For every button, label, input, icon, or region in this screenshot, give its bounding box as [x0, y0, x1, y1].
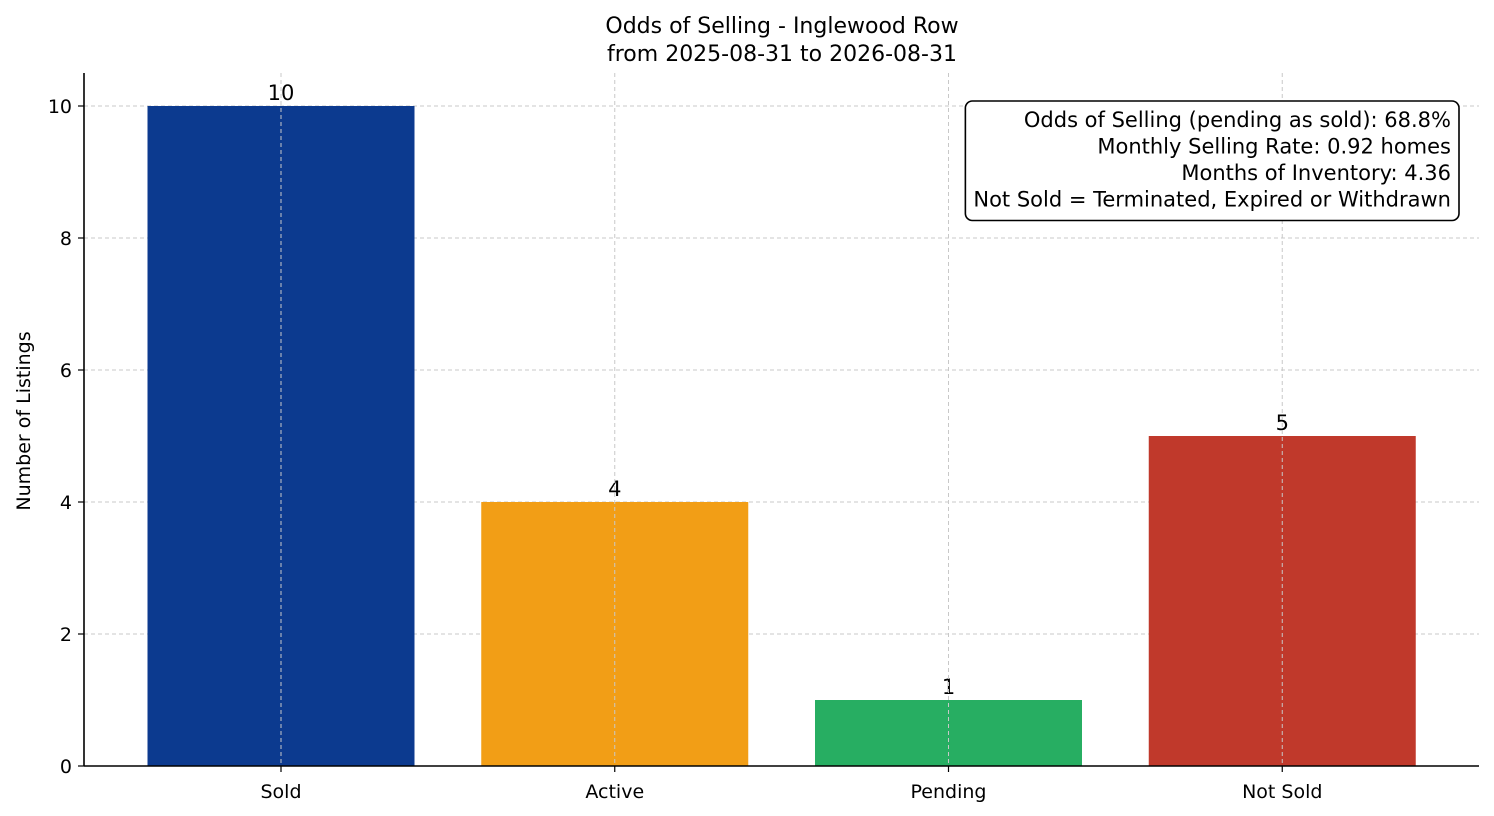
chart-subtitle: from 2025-08-31 to 2026-08-31	[607, 42, 957, 67]
bar-sold	[147, 106, 415, 766]
y-tick-label: 2	[60, 624, 72, 646]
axes: 0 2 4 6 8 10 Sold Active Pending Not Sold	[48, 73, 1479, 803]
x-tick-label: Active	[585, 781, 644, 803]
y-axis-label: Number of Listings	[13, 331, 35, 510]
annotation-line: Months of Inventory: 4.36	[1181, 161, 1451, 185]
y-tick-label: 6	[60, 360, 72, 382]
data-label: 1	[942, 675, 955, 699]
annotation-line: Monthly Selling Rate: 0.92 homes	[1097, 135, 1451, 159]
annotation-box: Odds of Selling (pending as sold): 68.8%…	[964, 100, 1460, 222]
annotation-line: Not Sold = Terminated, Expired or Withdr…	[973, 188, 1451, 212]
annotation-line: Odds of Selling (pending as sold): 68.8%	[1024, 108, 1451, 132]
y-tick-label: 4	[60, 492, 72, 514]
x-tick-label: Not Sold	[1242, 781, 1322, 803]
x-tick-label: Sold	[260, 781, 301, 803]
chart-title: Odds of Selling - Inglewood Row	[605, 14, 958, 39]
y-tick-label: 10	[48, 96, 72, 118]
y-tick-label: 0	[60, 756, 72, 778]
x-tick-label: Pending	[911, 781, 987, 803]
annotation-frame	[964, 100, 1460, 222]
y-tick-label: 8	[60, 228, 72, 250]
